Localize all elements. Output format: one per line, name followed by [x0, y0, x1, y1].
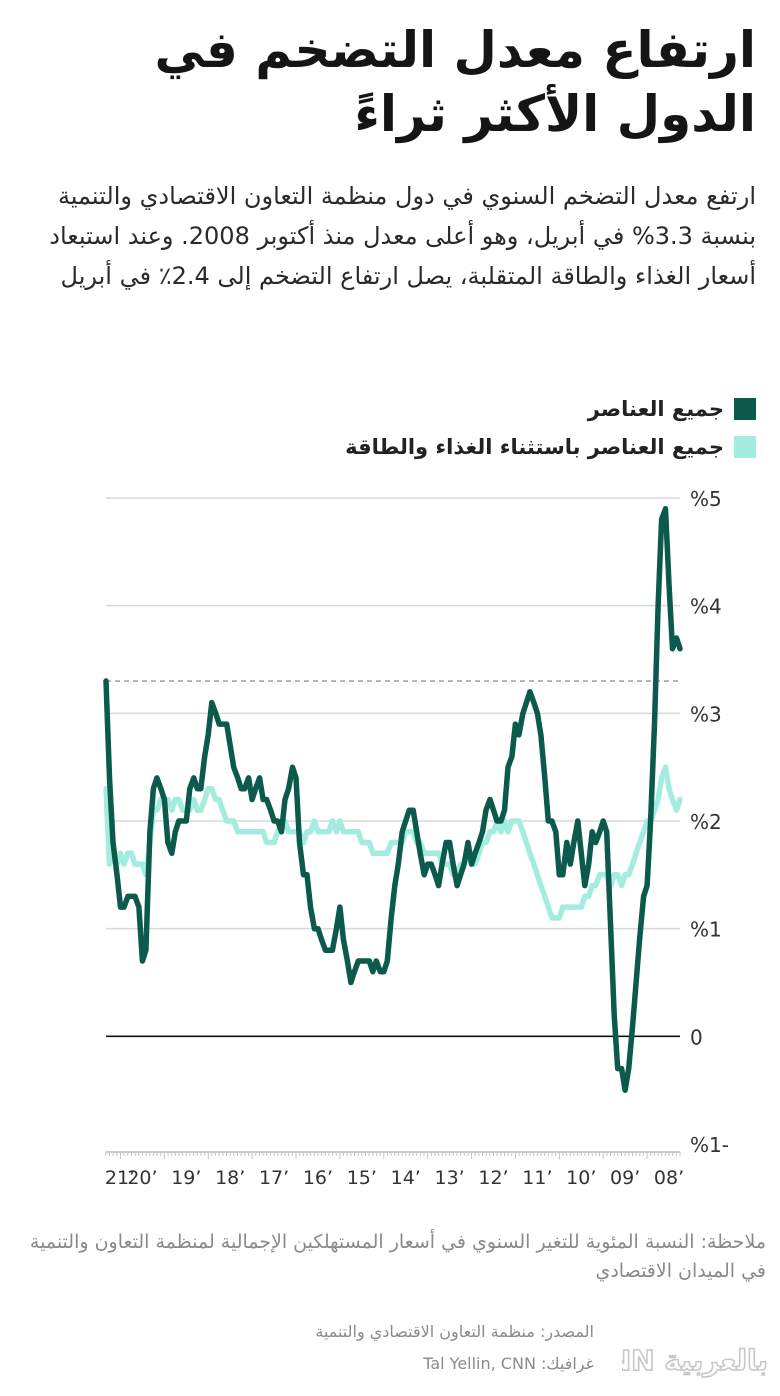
legend-label-core: جميع العناصر باستثناء الغذاء والطاقة — [345, 435, 724, 459]
series-line-core — [103, 764, 683, 921]
x-tick-label: 10’ — [566, 1167, 596, 1189]
logo-wordmark: CNN بالعربية — [622, 1344, 768, 1377]
x-tick-label: 14’ — [391, 1167, 421, 1189]
x-tick-label: 15’ — [347, 1167, 377, 1189]
legend-label-all-items: جميع العناصر — [587, 397, 724, 421]
x-tick-label: 16’ — [303, 1167, 333, 1189]
x-tick-label: 21’ — [105, 1167, 135, 1189]
x-tick-label: 18’ — [215, 1167, 245, 1189]
chart-legend: جميع العناصر جميع العناصر باستثناء الغذا… — [256, 390, 756, 466]
y-tick-label: %1 — [690, 918, 722, 942]
chart-title: ارتفاع معدل التضخم في الدول الأكثر ثراءً — [154, 21, 756, 143]
x-tick-label: 09’ — [610, 1167, 640, 1189]
x-tick-label: 12’ — [478, 1167, 508, 1189]
y-tick-label: %1- — [690, 1133, 729, 1157]
line-chart: %5 %4 %3 %2 %1 0 %1- 08’ 09’ 10’ 11’ 12’ 13’ 14’ 15’ 16… — [103, 487, 729, 1189]
y-tick-label: 0 — [690, 1025, 703, 1049]
y-tick-label: %2 — [690, 810, 722, 834]
x-tick-label: 08’ — [654, 1167, 684, 1189]
cnn-arabic-logo: CNN بالعربية — [622, 1343, 769, 1378]
x-tick-label: 20’ — [127, 1167, 157, 1189]
series-layer — [103, 506, 683, 1093]
source-text: المصدر: منظمة التعاون الاقتصادي والتنمية — [315, 1322, 594, 1341]
legend-swatch-core — [734, 436, 756, 458]
legend-item-core: جميع العناصر باستثناء الغذاء والطاقة — [256, 428, 756, 466]
y-tick-label: %3 — [690, 702, 722, 726]
grid-layer — [105, 497, 681, 1159]
series-line-all-items — [103, 506, 683, 1093]
legend-item-all-items: جميع العناصر — [256, 390, 756, 428]
y-tick-label: %4 — [690, 595, 722, 619]
chart-note: ملاحظة: النسبة المئوية للتغير السنوي في … — [29, 1231, 766, 1282]
y-tick-label: %5 — [690, 487, 722, 511]
chart-subtitle: ارتفع معدل التضخم السنوي في دول منظمة ال… — [49, 182, 756, 290]
legend-swatch-all-items — [734, 398, 756, 420]
x-tick-label: 19’ — [171, 1167, 201, 1189]
x-tick-label: 13’ — [435, 1167, 465, 1189]
x-tick-label: 17’ — [259, 1167, 289, 1189]
x-tick-label: 11’ — [522, 1167, 552, 1189]
label-layer: %5 %4 %3 %2 %1 0 %1- 08’ 09’ 10’ 11’ 12’ 13’ 14’ 15’ 16… — [105, 487, 729, 1189]
graphic-credit: غرافيك: Tal Yellin, CNN — [423, 1354, 594, 1373]
